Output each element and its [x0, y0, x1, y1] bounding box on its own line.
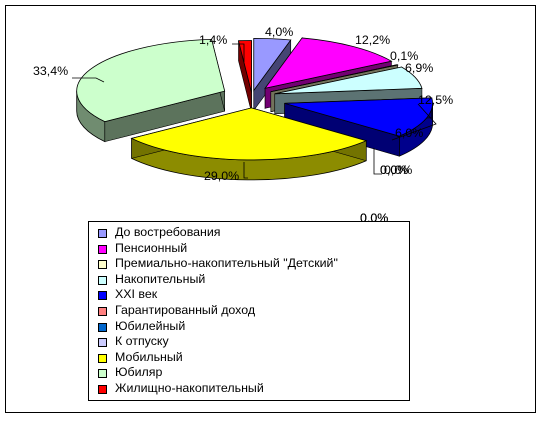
pie-slice-top — [76, 38, 226, 123]
leader-line — [72, 77, 105, 83]
pie-slice — [76, 38, 226, 143]
data-label: 29,0% — [204, 169, 239, 183]
data-label: 12,2% — [355, 33, 390, 47]
pie-slice-top — [264, 37, 393, 89]
legend-label: Пенсионный — [115, 240, 188, 255]
legend-swatch — [98, 260, 107, 270]
legend-label: До востребования — [115, 225, 221, 239]
legend-item: Накопительный — [98, 271, 409, 288]
data-label: 4,0% — [265, 25, 293, 39]
legend-label: Юбиляр — [115, 365, 163, 380]
legend-swatch — [98, 384, 107, 394]
legend-item: К отпуску — [98, 334, 409, 350]
pie-slice-top — [274, 66, 423, 95]
data-label: 0,0% — [384, 163, 412, 177]
data-label: 0,1% — [390, 49, 418, 63]
legend-item: Жилищно-накопительный — [98, 380, 409, 397]
legend-swatch — [98, 338, 107, 348]
legend-label: Юбилейный — [115, 318, 186, 333]
data-label: 0,0% — [380, 163, 408, 177]
pie-slice-top — [130, 107, 368, 161]
legend-label: Премиально-накопительный "Детский" — [115, 256, 338, 271]
legend-label: Жилищно-накопительный — [115, 380, 264, 395]
legend-swatch — [98, 322, 107, 332]
legend-item: Мобильный — [98, 349, 409, 366]
data-label: 0,0% — [380, 163, 408, 177]
data-label: 1,4% — [199, 33, 227, 47]
data-label: 6,0% — [395, 126, 423, 140]
legend-item: Юбиляр — [98, 365, 409, 381]
legend-label: К отпуску — [115, 334, 169, 349]
legend-swatch — [98, 229, 107, 238]
legend: До востребования Пенсионный Премиально-нак… — [88, 221, 410, 401]
legend-swatch — [98, 275, 107, 285]
pie-slice-top — [237, 40, 252, 93]
pie-slice — [284, 97, 433, 157]
legend-label: XXI век — [115, 287, 158, 302]
legend-swatch — [98, 291, 107, 301]
legend-item: Гарантированный доход — [98, 302, 409, 319]
leader-line — [243, 162, 248, 179]
leader-line — [232, 43, 245, 62]
pie-slice — [130, 107, 368, 181]
legend-item: Премиально-накопительный "Детский" — [98, 256, 409, 272]
legend-item: Юбилейный — [98, 318, 409, 335]
pie-slice-top — [284, 97, 433, 137]
legend-swatch — [98, 369, 107, 379]
pie-slice — [237, 40, 252, 113]
legend-label: Мобильный — [115, 349, 183, 364]
legend-item: Пенсионный — [98, 240, 409, 257]
pie-slice-top — [270, 64, 399, 93]
legend-label: Накопительный — [115, 271, 206, 286]
legend-item: XXI век — [98, 287, 409, 303]
legend-label: Гарантированный доход — [115, 302, 256, 317]
leader-line — [391, 103, 437, 141]
legend-item: До востребования — [98, 225, 409, 241]
pie-slice — [253, 37, 292, 112]
legend-swatch — [98, 306, 107, 316]
legend-swatch — [98, 244, 107, 254]
legend-swatch — [98, 353, 107, 363]
pie-slice-top — [253, 37, 292, 92]
leader-line — [373, 148, 382, 175]
data-label: 6,9% — [405, 61, 433, 75]
data-label: 12,5% — [418, 93, 453, 107]
data-label: 33,4% — [33, 64, 68, 78]
